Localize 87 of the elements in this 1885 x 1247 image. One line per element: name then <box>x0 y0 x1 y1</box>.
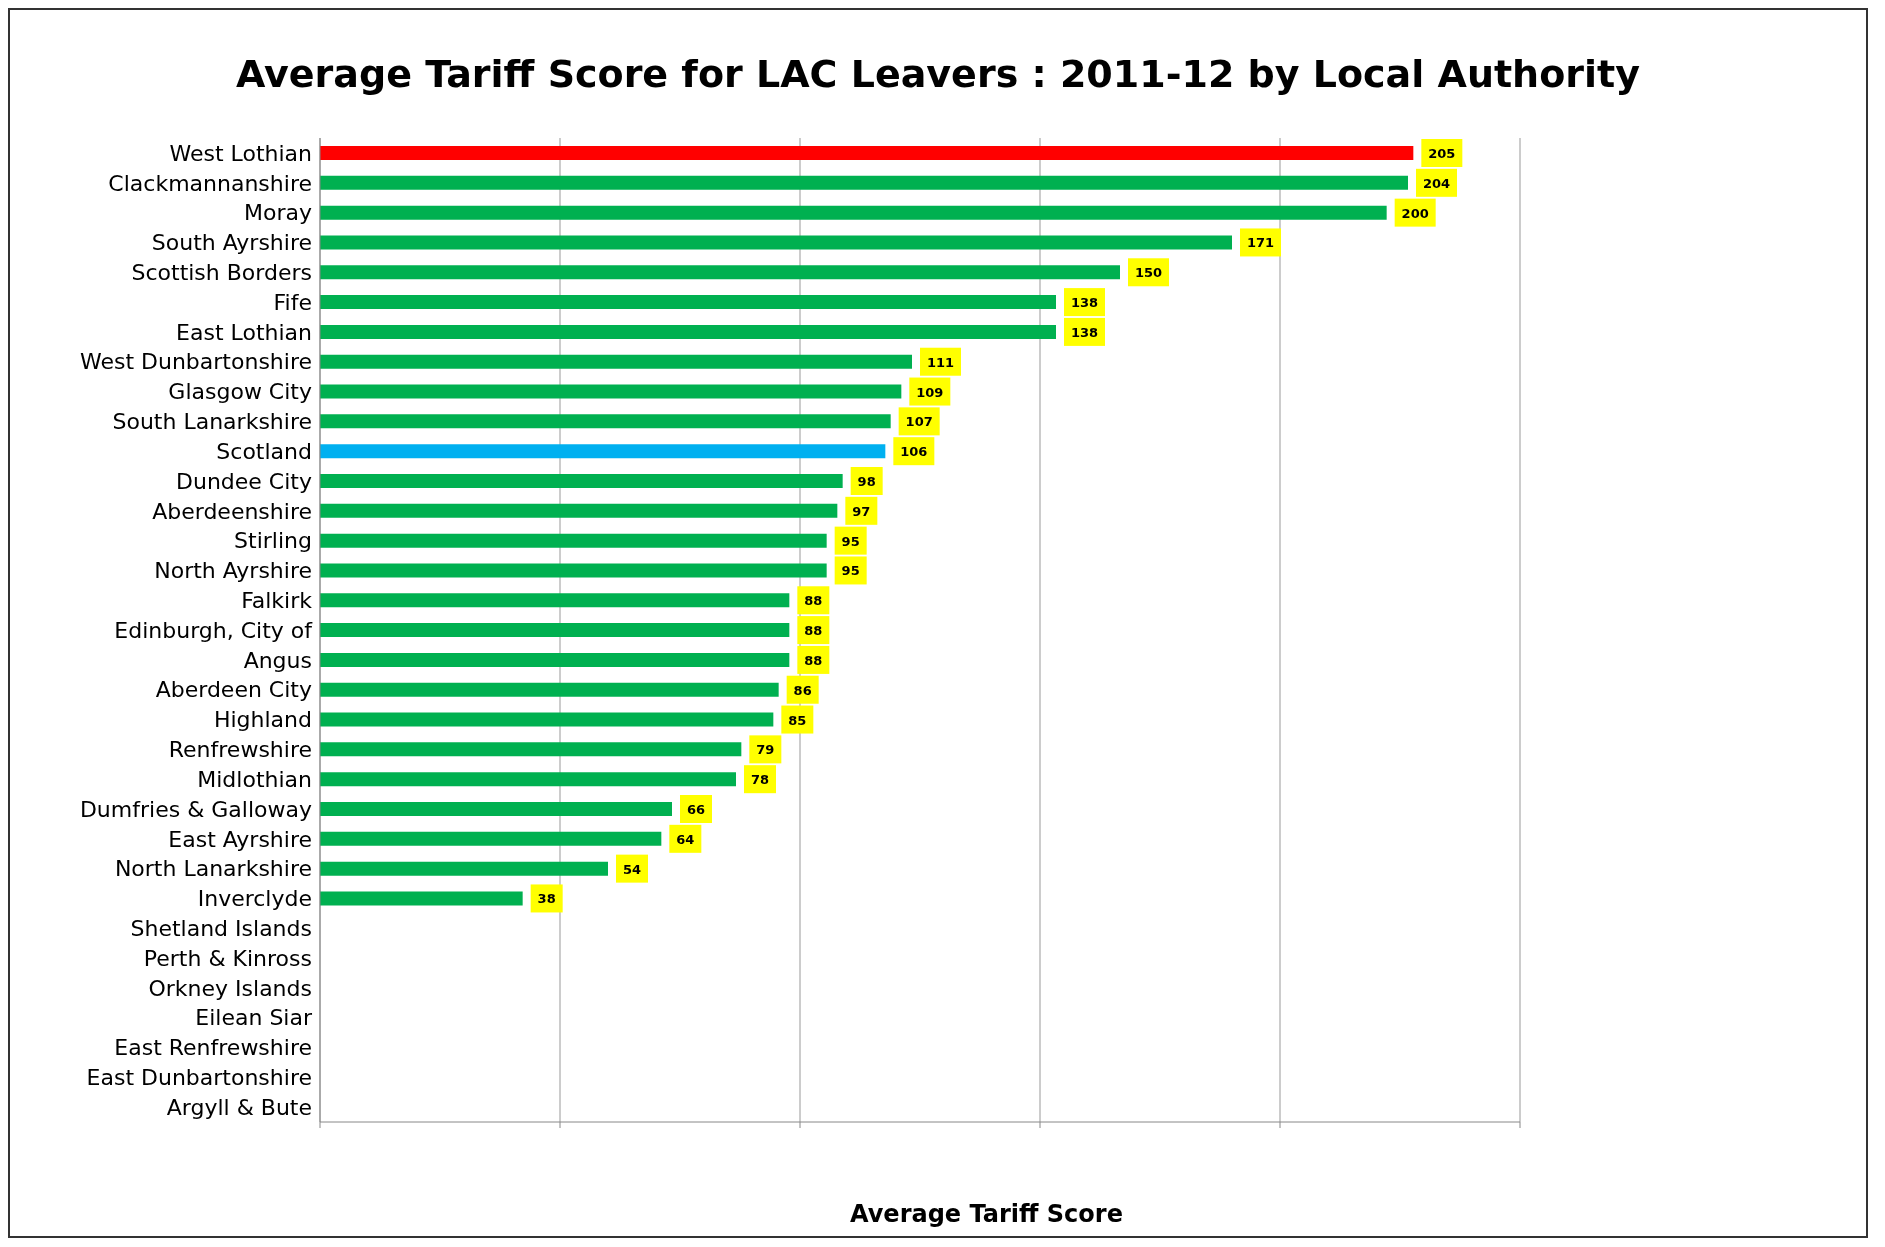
bar <box>320 474 843 488</box>
bar <box>320 354 912 369</box>
chart-title: Average Tariff Score for LAC Leavers : 2011-12 by Local Authority <box>235 52 1641 98</box>
data-label: 200 <box>1401 205 1429 221</box>
y-tick-label: West Lothian <box>169 140 312 166</box>
bar <box>320 503 838 518</box>
bar <box>320 593 790 608</box>
data-label: 38 <box>537 891 556 907</box>
bar <box>320 175 1408 190</box>
bar <box>320 831 662 846</box>
data-label: 109 <box>916 384 944 400</box>
y-tick-label: Argyll & Bute <box>166 1094 312 1120</box>
bar <box>320 146 1414 160</box>
data-label: 64 <box>676 831 695 847</box>
y-tick-label: Shetland Islands <box>130 915 312 941</box>
y-tick-label: Highland <box>213 707 312 733</box>
data-label: 138 <box>1070 324 1099 340</box>
data-label: 78 <box>750 772 770 788</box>
bar <box>320 742 742 757</box>
y-tick-label: North Lanarkshire <box>114 856 312 882</box>
y-tick-label: Renfrewshire <box>168 737 312 763</box>
data-label: 88 <box>804 652 823 668</box>
bar <box>320 682 779 697</box>
y-tick-label: Midlothian <box>197 766 312 792</box>
data-label: 106 <box>900 444 928 460</box>
bar <box>320 384 902 399</box>
y-tick-label: East Dunbartonshire <box>86 1065 312 1091</box>
bar <box>320 324 1056 339</box>
y-tick-label: Aberdeen City <box>155 677 312 703</box>
y-tick-label: East Renfrewshire <box>114 1035 312 1061</box>
y-tick-label: East Lothian <box>176 319 312 345</box>
y-tick-label: Fife <box>273 289 312 315</box>
y-tick-label: Dundee City <box>176 468 312 494</box>
y-tick-label: Scotland <box>216 438 312 464</box>
data-label: 95 <box>841 533 860 549</box>
y-tick-label: Stirling <box>234 528 312 554</box>
y-tick-label: Perth & Kinross <box>143 945 312 971</box>
bar <box>320 712 774 727</box>
bar <box>320 772 736 787</box>
bar <box>320 563 827 578</box>
y-tick-label: Edinburgh, City of <box>114 617 314 643</box>
y-tick-label: Eilean Siar <box>195 1005 313 1031</box>
y-tick-label: East Ayrshire <box>168 826 312 852</box>
data-label: 138 <box>1070 295 1099 311</box>
bar <box>320 533 827 548</box>
y-tick-label: Clackmannanshire <box>108 170 312 196</box>
data-label: 107 <box>905 414 933 430</box>
data-label: 97 <box>852 503 871 519</box>
y-tick-label: Dumfries & Galloway <box>79 796 312 822</box>
data-label: 54 <box>622 861 642 877</box>
y-tick-label: Scottish Borders <box>131 259 312 285</box>
data-label: 205 <box>1428 146 1456 161</box>
data-label: 85 <box>788 712 807 728</box>
data-label: 98 <box>857 474 876 489</box>
bar <box>320 861 608 876</box>
y-tick-label: Orkney Islands <box>148 975 312 1001</box>
bar <box>320 891 523 906</box>
data-label: 150 <box>1134 265 1163 281</box>
y-tick-label: Falkirk <box>241 587 313 613</box>
bar <box>320 623 790 638</box>
bar <box>320 802 672 816</box>
y-tick-label: South Lanarkshire <box>112 409 312 435</box>
data-label: 111 <box>926 354 955 370</box>
y-tick-label: Inverclyde <box>197 886 312 912</box>
bar <box>320 652 790 667</box>
y-tick-label: Glasgow City <box>168 379 312 405</box>
y-tick-label: North Ayrshire <box>154 558 312 584</box>
bar <box>320 414 891 429</box>
data-label: 88 <box>804 623 823 639</box>
bar <box>320 265 1120 280</box>
y-tick-label: Angus <box>243 647 312 673</box>
data-label: 86 <box>793 682 812 698</box>
data-label: 171 <box>1246 235 1275 251</box>
bar <box>320 444 886 459</box>
data-label: 79 <box>756 742 775 758</box>
bar <box>320 235 1232 250</box>
bar <box>320 295 1056 310</box>
data-label: 66 <box>686 802 706 817</box>
data-label: 95 <box>841 563 860 579</box>
data-label: 204 <box>1422 175 1451 191</box>
y-tick-label: Aberdeenshire <box>152 498 312 524</box>
data-label: 88 <box>804 593 823 609</box>
y-tick-label: West Dunbartonshire <box>79 349 312 375</box>
x-axis-title: Average Tariff Score <box>850 1200 1123 1228</box>
y-tick-label: South Ayrshire <box>151 230 312 256</box>
bar <box>320 205 1387 220</box>
y-tick-label: Moray <box>244 200 312 226</box>
